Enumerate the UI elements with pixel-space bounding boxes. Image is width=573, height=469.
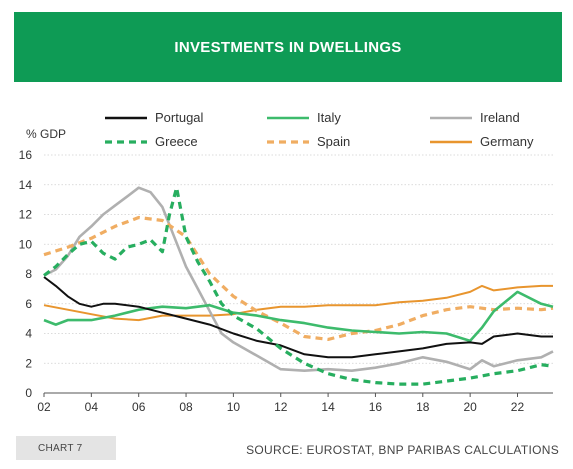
y-axis-label: % GDP [26,127,66,141]
x-tick-label: 06 [132,400,146,414]
x-tick-label: 04 [85,400,99,414]
x-axis-ticks: 02 04 06 08 10 12 14 16 18 20 22 [37,393,524,414]
x-tick-label: 08 [179,400,193,414]
chart-number: CHART 7 [38,442,83,454]
legend-label-germany: Germany [480,134,534,149]
legend-label-ireland: Ireland [480,110,520,125]
y-tick-label: 4 [25,327,32,341]
x-tick-label: 20 [463,400,477,414]
series-line-greece [43,186,554,386]
chart-number-badge: CHART 7 [16,436,116,460]
series-line-italy [43,290,554,343]
source-note: SOURCE: EUROSTAT, BNP PARIBAS CALCULATIO… [246,443,559,457]
y-tick-label: 12 [19,208,33,222]
y-tick-label: 2 [25,356,32,370]
series-lines [43,186,554,386]
x-tick-label: 02 [37,400,51,414]
y-tick-label: 10 [19,237,33,251]
y-tick-label: 8 [25,267,32,281]
chart-title: INVESTMENTS IN DWELLINGS [174,38,402,56]
legend-label-spain: Spain [317,134,350,149]
x-tick-label: 12 [274,400,288,414]
y-tick-label: 0 [25,386,32,400]
chart-header: INVESTMENTS IN DWELLINGS [14,12,562,82]
legend: Portugal Italy Ireland Greece Spain Germany [105,110,534,149]
y-tick-label: 14 [19,178,33,192]
y-axis-ticks: 0 2 4 6 8 10 12 14 16 [19,148,33,400]
series-line-spain [43,215,554,341]
x-tick-label: 22 [511,400,525,414]
series-line-ireland [43,186,554,373]
series-line-portugal [43,276,553,359]
legend-label-italy: Italy [317,110,341,125]
legend-label-portugal: Portugal [155,110,204,125]
y-tick-label: 16 [19,148,33,162]
x-tick-label: 18 [416,400,430,414]
gridlines [44,154,553,394]
series-line-germany [43,284,553,322]
x-tick-label: 14 [321,400,335,414]
y-tick-label: 6 [25,297,32,311]
x-tick-label: 16 [369,400,383,414]
legend-label-greece: Greece [155,134,198,149]
x-tick-label: 10 [227,400,241,414]
